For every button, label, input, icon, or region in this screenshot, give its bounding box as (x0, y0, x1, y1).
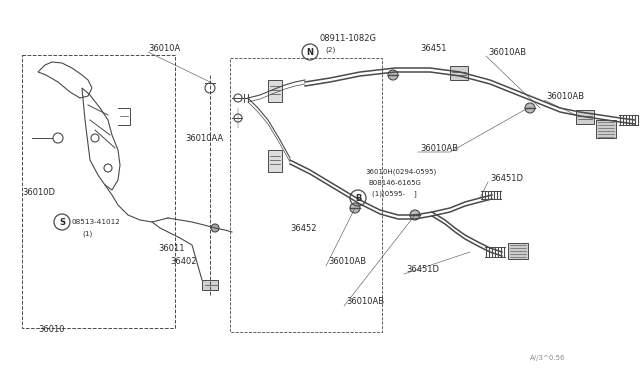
Bar (450, 66, 468, 80)
Text: 36010: 36010 (39, 326, 65, 334)
Text: 36011: 36011 (158, 244, 184, 253)
Text: 36402: 36402 (170, 257, 196, 266)
Bar (596, 120, 616, 138)
Text: 36010AB: 36010AB (546, 92, 584, 100)
Text: 36452: 36452 (290, 224, 317, 232)
Circle shape (388, 70, 398, 80)
Circle shape (410, 210, 420, 220)
Text: 36010A: 36010A (148, 44, 180, 52)
Text: 36010AA: 36010AA (185, 134, 223, 142)
Text: S: S (59, 218, 65, 227)
Text: 08911-1082G: 08911-1082G (320, 33, 377, 42)
Text: (1)(0595-    ]: (1)(0595- ] (372, 190, 417, 198)
Text: 36010AB: 36010AB (420, 144, 458, 153)
Text: 36451D: 36451D (406, 266, 439, 275)
Circle shape (525, 103, 535, 113)
Circle shape (350, 203, 360, 213)
Text: N: N (307, 48, 314, 57)
Bar (268, 150, 282, 172)
Text: 36010AB: 36010AB (488, 48, 526, 57)
Text: 36010D: 36010D (22, 187, 55, 196)
Text: 36451D: 36451D (490, 173, 523, 183)
Text: (2): (2) (325, 47, 335, 53)
Text: (1): (1) (82, 231, 92, 237)
Text: 36010H(0294-0595): 36010H(0294-0595) (365, 169, 436, 175)
Bar (268, 80, 282, 102)
Bar (576, 110, 594, 124)
Text: 08513-41012: 08513-41012 (72, 219, 121, 225)
Text: 36010AB: 36010AB (346, 298, 384, 307)
Text: 36010AB: 36010AB (328, 257, 366, 266)
Text: 36451: 36451 (420, 44, 447, 52)
Text: B: B (355, 193, 361, 202)
Circle shape (211, 224, 219, 232)
Text: B08146-6165G: B08146-6165G (368, 180, 421, 186)
Text: A//3^0.56: A//3^0.56 (530, 355, 566, 361)
Bar (508, 243, 528, 259)
Bar (202, 280, 218, 290)
